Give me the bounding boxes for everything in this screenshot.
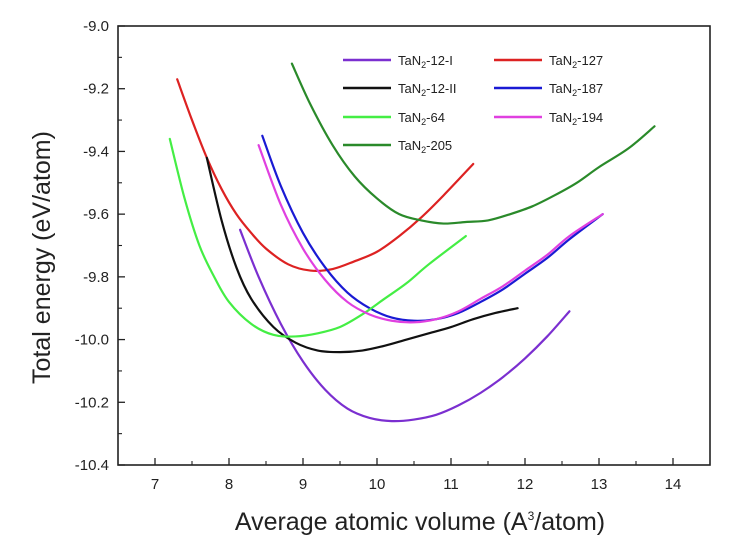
- legend-label-suffix: -12-II: [426, 81, 456, 96]
- y-tick-label: -10.2: [75, 394, 109, 411]
- legend-label-187: TaN2-187: [549, 81, 603, 98]
- legend-label-suffix: -205: [426, 138, 452, 153]
- axis-ticks: [118, 25, 674, 466]
- legend-label-12-i: TaN2-12-I: [398, 53, 453, 70]
- legend-label-subscript: 2: [572, 60, 577, 70]
- legend-label-base: TaN: [398, 53, 421, 68]
- y-tick-label: -9.0: [83, 18, 109, 35]
- legend-label-base: TaN: [549, 53, 572, 68]
- series-line-205: [290, 62, 656, 225]
- legend-label-64: TaN2-64: [398, 110, 445, 127]
- x-tick-label: 8: [225, 476, 233, 493]
- legend-label-suffix: -194: [577, 110, 603, 125]
- legend-label-base: TaN: [398, 110, 421, 125]
- legend-label-suffix: -64: [426, 110, 445, 125]
- axis-tick-labels: 7 8 9 10 11 12 13 14 -9.0 -9.2 -9.4 -9.6 -9.8 -10.0 -1…: [75, 18, 682, 493]
- series-line-12-i: [239, 228, 571, 423]
- y-tick-label: -10.0: [75, 332, 109, 349]
- x-tick-label: 12: [517, 476, 534, 493]
- y-tick-label: -10.4: [75, 457, 109, 474]
- y-tick-label: -9.4: [83, 143, 109, 160]
- x-axis-title-sup: 3: [528, 509, 535, 523]
- x-tick-label: 11: [443, 476, 459, 493]
- x-tick-label: 14: [665, 476, 682, 493]
- x-tick-label: 10: [369, 476, 386, 493]
- legend-label-base: TaN: [398, 138, 421, 153]
- legend-label-205: TaN2-205: [398, 138, 452, 155]
- plot-curves: [168, 62, 656, 423]
- legend-label-suffix: -187: [577, 81, 603, 96]
- x-tick-label: 13: [591, 476, 608, 493]
- series-line-64: [168, 137, 467, 338]
- legend-label-subscript: 2: [421, 60, 426, 70]
- legend-label-subscript: 2: [421, 145, 426, 155]
- y-axis-title: Total energy (eV/atom): [28, 131, 56, 384]
- series-line-127: [176, 78, 475, 272]
- y-tick-label: -9.8: [83, 269, 109, 286]
- legend-label-base: TaN: [398, 81, 421, 96]
- y-tick-label: -9.2: [83, 81, 109, 98]
- series-line-194: [257, 144, 604, 324]
- x-tick-label: 9: [299, 476, 307, 493]
- x-tick-label: 7: [151, 476, 159, 493]
- legend-label-suffix: -127: [577, 53, 603, 68]
- y-tick-label: -9.6: [83, 206, 109, 223]
- x-axis-title-end: /atom): [534, 508, 605, 536]
- legend-label-base: TaN: [549, 81, 572, 96]
- series-line-12-ii: [205, 156, 519, 354]
- legend-label-subscript: 2: [572, 117, 577, 127]
- series-line-187: [261, 134, 604, 322]
- x-axis-title-main: Average atomic volume (A: [235, 508, 528, 536]
- legend-label-127: TaN2-127: [549, 53, 603, 70]
- legend-label-subscript: 2: [572, 88, 577, 98]
- legend-label-base: TaN: [549, 110, 572, 125]
- legend-label-subscript: 2: [421, 88, 426, 98]
- legend-label-subscript: 2: [421, 117, 426, 127]
- x-axis-title: Average atomic volume (A3/atom): [235, 508, 605, 536]
- legend-label-12-ii: TaN2-12-II: [398, 81, 456, 98]
- legend-label-suffix: -12-I: [426, 53, 453, 68]
- legend-label-194: TaN2-194: [549, 110, 603, 127]
